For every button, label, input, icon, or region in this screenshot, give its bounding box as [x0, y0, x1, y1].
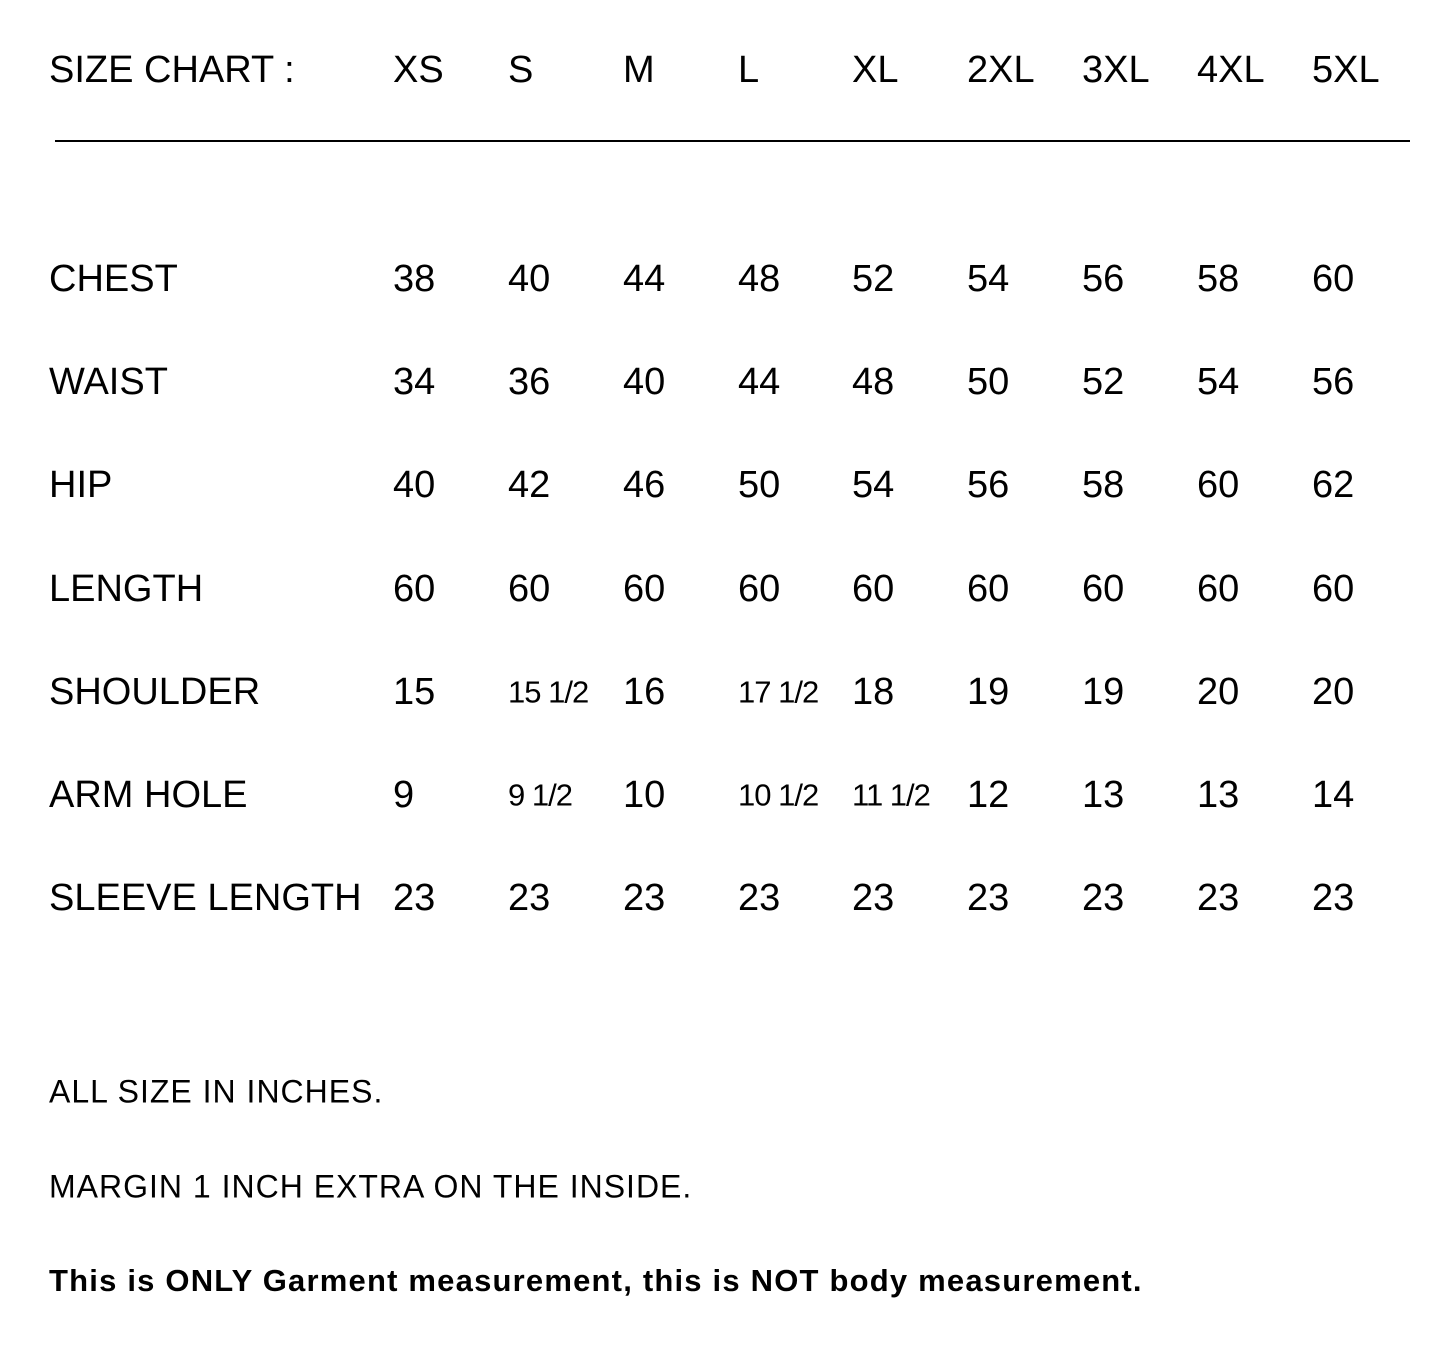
table-cell: 60 — [623, 567, 666, 610]
table-cell: 23 — [852, 877, 895, 920]
row-label-chest: CHEST — [49, 258, 178, 300]
table-cell: 10 — [623, 774, 666, 816]
table-cell: 23 — [1082, 877, 1125, 920]
size-header-4xl: 4XL — [1197, 49, 1265, 91]
table-cell: 40 — [623, 361, 666, 404]
table-cell: 50 — [738, 464, 781, 507]
table-cell: 23 — [623, 877, 666, 920]
row-label-waist: WAIST — [49, 361, 168, 404]
size-header-3xl: 3XL — [1082, 49, 1150, 91]
table-cell: 38 — [393, 258, 436, 300]
table-cell: 58 — [1082, 464, 1125, 507]
table-cell: 36 — [508, 361, 551, 404]
header-divider — [55, 140, 1410, 142]
margin-note: MARGIN 1 INCH EXTRA ON THE INSIDE. — [49, 1168, 693, 1205]
table-cell: 48 — [738, 258, 781, 300]
table-cell: 23 — [967, 877, 1010, 920]
table-cell: 56 — [967, 464, 1010, 507]
table-cell: 56 — [1082, 258, 1125, 300]
table-cell: 62 — [1312, 464, 1355, 507]
table-cell: 56 — [1312, 361, 1355, 404]
size-chart-title: SIZE CHART : — [49, 49, 295, 91]
table-cell: 15 — [393, 670, 436, 713]
size-header-2xl: 2XL — [967, 49, 1035, 91]
table-cell: 54 — [852, 464, 895, 507]
table-cell: 16 — [623, 670, 666, 713]
size-header-s: S — [508, 49, 534, 91]
table-cell: 50 — [967, 361, 1010, 404]
table-cell: 11 1/2 — [852, 777, 931, 813]
table-cell: 34 — [393, 361, 436, 404]
table-cell: 20 — [1197, 670, 1240, 713]
table-cell: 44 — [623, 258, 666, 300]
table-cell: 44 — [738, 361, 781, 404]
table-cell: 60 — [738, 567, 781, 610]
table-cell: 60 — [1082, 567, 1125, 610]
table-cell: 10 1/2 — [738, 777, 819, 813]
row-label-sleeve-length: SLEEVE LENGTH — [49, 877, 362, 920]
size-header-l: L — [738, 49, 760, 91]
table-cell: 60 — [1197, 464, 1240, 507]
table-cell: 19 — [967, 670, 1010, 713]
table-cell: 20 — [1312, 670, 1355, 713]
table-cell: 13 — [1197, 774, 1240, 816]
table-cell: 14 — [1312, 774, 1355, 816]
table-cell: 9 — [393, 774, 415, 816]
table-cell: 60 — [967, 567, 1010, 610]
table-cell: 23 — [1312, 877, 1355, 920]
size-header-m: M — [623, 49, 655, 91]
units-note: ALL SIZE IN INCHES. — [49, 1073, 384, 1110]
row-label-arm-hole: ARM HOLE — [49, 774, 248, 816]
row-label-length: LENGTH — [49, 567, 204, 610]
table-cell: 60 — [393, 567, 436, 610]
table-cell: 40 — [393, 464, 436, 507]
table-cell: 23 — [1197, 877, 1240, 920]
disclaimer-note: This is ONLY Garment measurement, this i… — [49, 1263, 1143, 1298]
table-cell: 23 — [508, 877, 551, 920]
size-header-xl: XL — [852, 49, 899, 91]
table-cell: 40 — [508, 258, 551, 300]
table-cell: 60 — [1312, 567, 1355, 610]
size-header-xs: XS — [393, 49, 444, 91]
table-cell: 18 — [852, 670, 895, 713]
table-cell: 54 — [1197, 361, 1240, 404]
table-cell: 15 1/2 — [508, 674, 589, 710]
row-label-shoulder: SHOULDER — [49, 670, 261, 713]
table-cell: 46 — [623, 464, 666, 507]
size-header-5xl: 5XL — [1312, 49, 1380, 91]
table-cell: 60 — [1197, 567, 1240, 610]
table-cell: 58 — [1197, 258, 1240, 300]
table-cell: 42 — [508, 464, 551, 507]
table-cell: 13 — [1082, 774, 1125, 816]
table-cell: 23 — [738, 877, 781, 920]
table-cell: 54 — [967, 258, 1010, 300]
table-cell: 52 — [852, 258, 895, 300]
row-label-hip: HIP — [49, 464, 113, 507]
table-cell: 12 — [967, 774, 1010, 816]
table-cell: 17 1/2 — [738, 674, 819, 710]
table-cell: 60 — [1312, 258, 1355, 300]
table-cell: 60 — [508, 567, 551, 610]
table-cell: 9 1/2 — [508, 777, 573, 813]
table-cell: 52 — [1082, 361, 1125, 404]
table-cell: 48 — [852, 361, 895, 404]
table-cell: 19 — [1082, 670, 1125, 713]
table-cell: 23 — [393, 877, 436, 920]
table-cell: 60 — [852, 567, 895, 610]
